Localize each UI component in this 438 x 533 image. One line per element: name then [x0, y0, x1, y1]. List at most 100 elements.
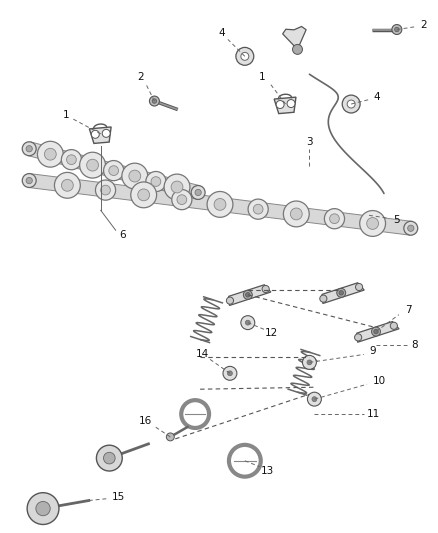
Text: 15: 15	[112, 491, 125, 502]
Polygon shape	[89, 127, 111, 143]
Circle shape	[276, 101, 284, 109]
Circle shape	[36, 502, 50, 516]
Circle shape	[342, 95, 360, 113]
Text: 1: 1	[63, 110, 69, 120]
Ellipse shape	[22, 142, 36, 156]
Text: 1: 1	[258, 72, 265, 82]
Text: 8: 8	[411, 340, 418, 350]
Circle shape	[312, 397, 317, 401]
Text: 4: 4	[374, 92, 380, 102]
Polygon shape	[28, 142, 200, 199]
Ellipse shape	[26, 146, 32, 152]
Circle shape	[354, 334, 362, 341]
Text: 14: 14	[195, 350, 209, 359]
Circle shape	[246, 293, 250, 297]
Text: 6: 6	[119, 230, 126, 240]
Ellipse shape	[131, 182, 157, 208]
Circle shape	[245, 320, 250, 325]
Ellipse shape	[151, 176, 161, 187]
Text: 5: 5	[394, 215, 400, 225]
Circle shape	[96, 445, 122, 471]
Text: 2: 2	[137, 72, 144, 82]
Polygon shape	[28, 174, 412, 235]
Ellipse shape	[214, 198, 226, 211]
Polygon shape	[322, 283, 364, 303]
Ellipse shape	[122, 163, 148, 189]
Ellipse shape	[104, 160, 124, 181]
Circle shape	[293, 44, 303, 54]
Circle shape	[287, 100, 295, 108]
Ellipse shape	[172, 190, 192, 209]
Circle shape	[102, 130, 110, 138]
Circle shape	[392, 25, 402, 35]
Circle shape	[236, 47, 254, 65]
Ellipse shape	[329, 214, 339, 223]
Text: 13: 13	[261, 466, 274, 475]
Ellipse shape	[253, 204, 263, 214]
Ellipse shape	[207, 191, 233, 217]
Ellipse shape	[44, 148, 56, 160]
Ellipse shape	[164, 174, 190, 200]
Polygon shape	[229, 285, 271, 305]
Circle shape	[337, 288, 346, 297]
Circle shape	[92, 131, 99, 138]
Ellipse shape	[171, 181, 183, 193]
Polygon shape	[283, 27, 306, 50]
Ellipse shape	[408, 225, 414, 231]
Text: 10: 10	[372, 376, 385, 386]
Ellipse shape	[80, 152, 106, 178]
Ellipse shape	[26, 177, 32, 184]
Circle shape	[371, 327, 381, 336]
Ellipse shape	[290, 208, 302, 220]
Polygon shape	[274, 97, 296, 114]
Circle shape	[223, 366, 237, 380]
Text: 12: 12	[265, 328, 278, 337]
Ellipse shape	[177, 195, 187, 205]
Circle shape	[226, 297, 233, 304]
Ellipse shape	[95, 180, 116, 200]
Circle shape	[149, 96, 159, 106]
Polygon shape	[357, 321, 399, 342]
Ellipse shape	[61, 180, 73, 191]
Circle shape	[390, 322, 397, 329]
Ellipse shape	[67, 155, 76, 165]
Ellipse shape	[367, 217, 378, 229]
Ellipse shape	[22, 174, 36, 188]
Text: 7: 7	[406, 305, 412, 314]
Circle shape	[227, 371, 233, 376]
Ellipse shape	[283, 201, 309, 227]
Ellipse shape	[138, 189, 150, 201]
Ellipse shape	[191, 185, 205, 199]
Circle shape	[262, 286, 269, 293]
Text: 11: 11	[367, 409, 380, 419]
Ellipse shape	[195, 189, 201, 196]
Circle shape	[27, 492, 59, 524]
Text: 16: 16	[139, 416, 152, 426]
Circle shape	[339, 290, 343, 295]
Circle shape	[374, 329, 378, 334]
Circle shape	[356, 284, 363, 290]
Circle shape	[166, 433, 174, 441]
Circle shape	[241, 52, 249, 60]
Ellipse shape	[129, 170, 141, 182]
Ellipse shape	[37, 141, 63, 167]
Text: 3: 3	[306, 137, 313, 147]
Circle shape	[103, 453, 115, 464]
Ellipse shape	[101, 185, 110, 195]
Circle shape	[395, 27, 399, 32]
Text: 2: 2	[420, 20, 427, 29]
Text: 4: 4	[219, 28, 225, 38]
Ellipse shape	[109, 166, 119, 175]
Ellipse shape	[360, 211, 385, 237]
Ellipse shape	[325, 208, 345, 229]
Circle shape	[241, 316, 255, 329]
Ellipse shape	[404, 221, 418, 235]
Circle shape	[307, 360, 312, 365]
Ellipse shape	[87, 159, 99, 171]
Text: 9: 9	[370, 346, 376, 357]
Circle shape	[347, 100, 355, 108]
Ellipse shape	[248, 199, 268, 219]
Circle shape	[152, 99, 157, 103]
Circle shape	[303, 356, 316, 369]
Ellipse shape	[146, 172, 166, 192]
